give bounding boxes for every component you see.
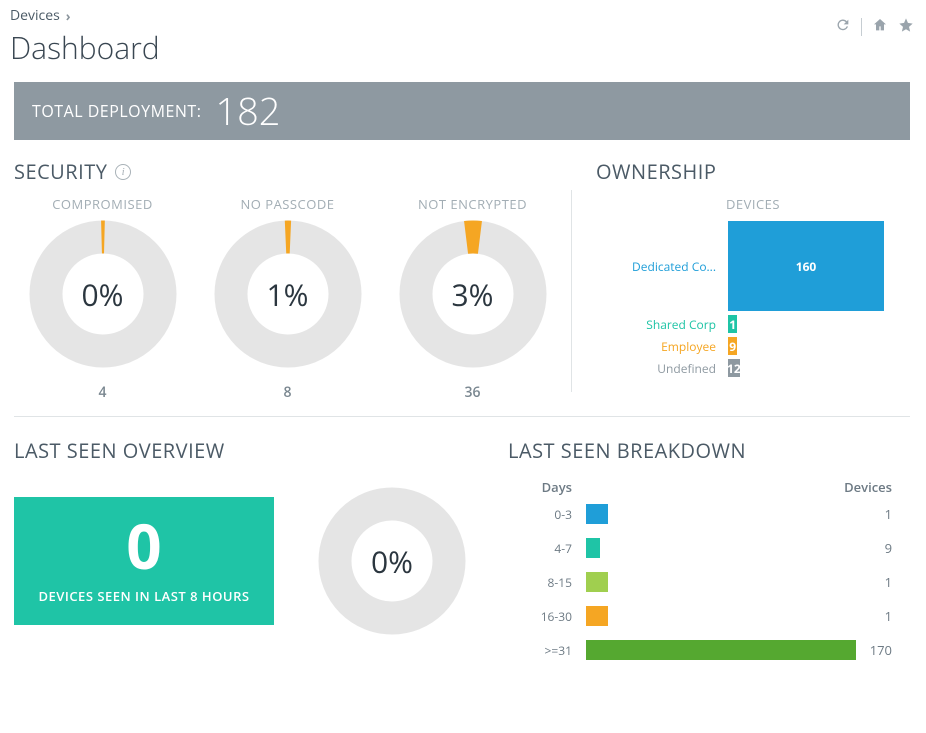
donut-percent: 0% — [28, 219, 178, 369]
star-icon[interactable] — [898, 16, 914, 38]
ownership-label: Undefined — [602, 360, 722, 377]
ownership-label: Employee — [602, 338, 722, 355]
chevron-right-icon: › — [66, 7, 71, 25]
breakdown-col-days: Days — [508, 478, 586, 496]
donut-label: NOT ENCRYPTED — [384, 195, 561, 213]
breakdown-row-2[interactable]: 8-15 1 — [508, 572, 910, 592]
breakdown-bar — [586, 538, 600, 558]
breakdown-bar — [586, 504, 608, 524]
donut-count: 36 — [384, 383, 561, 402]
ownership-row-0[interactable]: Dedicated Co... 160 — [602, 221, 884, 311]
breakdown-value: 9 — [852, 539, 910, 557]
security-donut-0[interactable]: COMPROMISED 0% 4 — [14, 195, 191, 402]
breakdown-row-3[interactable]: 16-30 1 — [508, 606, 910, 626]
breakdown-days: >=31 — [508, 642, 586, 659]
breakdown-row-0[interactable]: 0-3 1 — [508, 504, 910, 524]
breakdown-bar — [586, 640, 856, 660]
toolbar-separator — [861, 18, 862, 36]
breakdown-bar — [586, 606, 608, 626]
breakdown-value: 1 — [852, 505, 910, 523]
breakdown-value: 1 — [852, 607, 910, 625]
donut-count: 8 — [199, 383, 376, 402]
info-icon[interactable]: i — [115, 164, 131, 180]
security-title: SECURITY — [14, 158, 107, 185]
ownership-label: Dedicated Co... — [602, 258, 722, 275]
overview-subtitle: DEVICES SEEN IN LAST 8 HOURS — [24, 587, 264, 605]
ownership-row-1[interactable]: Shared Corp 1 — [602, 315, 884, 333]
breakdown-title: LAST SEEN BREAKDOWN — [508, 437, 746, 464]
banner-label: TOTAL DEPLOYMENT: — [32, 100, 201, 122]
overview-donut: 0% — [317, 486, 467, 636]
security-donut-1[interactable]: NO PASSCODE 1% 8 — [199, 195, 376, 402]
ownership-bar: 12 — [728, 359, 740, 377]
breadcrumb-root[interactable]: Devices — [10, 6, 60, 25]
breakdown-days: 8-15 — [508, 574, 586, 591]
overview-value: 0 — [24, 515, 264, 577]
donut-label: COMPROMISED — [14, 195, 191, 213]
ownership-column-header: DEVICES — [596, 195, 910, 213]
overview-card: 0 DEVICES SEEN IN LAST 8 HOURS — [14, 497, 274, 625]
breadcrumb[interactable]: Devices › — [10, 6, 160, 25]
breakdown-value: 1 — [852, 573, 910, 591]
breakdown-row-1[interactable]: 4-7 9 — [508, 538, 910, 558]
breakdown-col-devices: Devices — [844, 478, 910, 496]
security-donut-2[interactable]: NOT ENCRYPTED 3% 36 — [384, 195, 561, 402]
vertical-divider — [571, 190, 572, 392]
ownership-label: Shared Corp — [602, 316, 722, 333]
breakdown-days: 0-3 — [508, 506, 586, 523]
ownership-bar: 160 — [728, 221, 884, 311]
overview-title: LAST SEEN OVERVIEW — [14, 437, 225, 464]
ownership-bar: 9 — [728, 337, 737, 355]
overview-donut-value: 0% — [317, 486, 467, 636]
breakdown-row-4[interactable]: >=31 170 — [508, 640, 910, 660]
breakdown-bar — [586, 572, 608, 592]
refresh-icon[interactable] — [835, 16, 851, 38]
breakdown-days: 4-7 — [508, 540, 586, 557]
total-deployment-banner: TOTAL DEPLOYMENT: 182 — [14, 82, 910, 140]
breakdown-value: 170 — [852, 641, 910, 659]
donut-count: 4 — [14, 383, 191, 402]
ownership-title: OWNERSHIP — [596, 158, 716, 185]
donut-percent: 3% — [398, 219, 548, 369]
ownership-row-2[interactable]: Employee 9 — [602, 337, 884, 355]
home-icon[interactable] — [872, 16, 888, 38]
banner-value: 182 — [215, 92, 280, 130]
breakdown-days: 16-30 — [508, 608, 586, 625]
donut-label: NO PASSCODE — [199, 195, 376, 213]
ownership-row-3[interactable]: Undefined 12 — [602, 359, 884, 377]
page-title: Dashboard — [10, 27, 160, 68]
donut-percent: 1% — [213, 219, 363, 369]
ownership-bar: 1 — [728, 315, 737, 333]
